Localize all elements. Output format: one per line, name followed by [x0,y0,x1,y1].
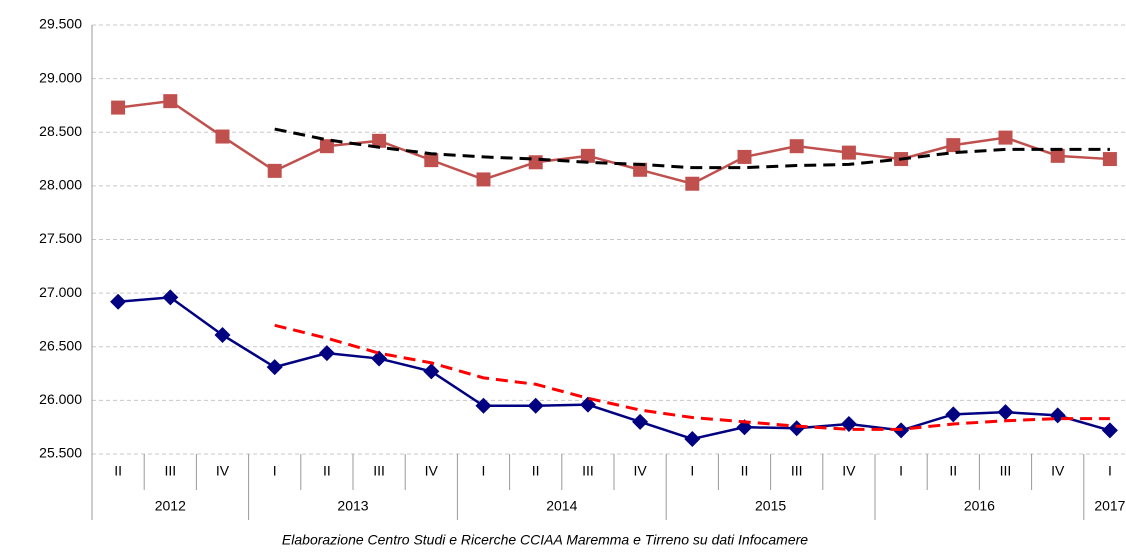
x-tick-label: IV [216,463,230,479]
marker [1050,148,1065,163]
x-tick-label: II [532,463,540,479]
y-tick-label: 29.500 [39,16,82,32]
x-tick-label: I [273,463,277,479]
y-tick-label: 29.000 [39,69,82,85]
marker [1101,422,1118,439]
x-tick-label: II [114,463,122,479]
marker [162,289,179,306]
y-tick-label: 28.000 [39,177,82,193]
marker [318,345,335,362]
x-tick-label: III [373,463,385,479]
year-label: 2017 [1094,498,1125,514]
x-tick-label: II [741,463,749,479]
marker [684,430,701,447]
year-label: 2013 [337,498,368,514]
marker [789,139,804,154]
marker [319,139,334,154]
marker [215,129,230,144]
y-tick-label: 25.500 [39,445,82,461]
x-tick-label: IV [633,463,647,479]
y-tick-label: 26.500 [39,337,82,353]
year-label: 2012 [155,498,186,514]
y-tick-label: 27.000 [39,284,82,300]
x-tick-label: III [164,463,176,479]
x-tick-label: IV [425,463,439,479]
y-tick-label: 26.000 [39,391,82,407]
x-tick-label: I [1108,463,1112,479]
marker [946,138,961,153]
marker [371,350,388,367]
x-tick-label: IV [842,463,856,479]
marker [788,420,805,437]
x-tick-label: I [690,463,694,479]
marker [632,413,649,430]
marker [997,404,1014,421]
marker [423,363,440,380]
marker [111,100,126,115]
marker [214,326,231,343]
marker [372,133,387,148]
caption: Elaborazione Centro Studi e Ricerche CCI… [282,532,808,548]
x-tick-label: II [949,463,957,479]
x-tick-label: I [899,463,903,479]
marker [633,162,648,177]
marker [110,293,127,310]
marker [1049,407,1066,424]
marker [737,149,752,164]
marker [998,130,1013,145]
marker [527,397,544,414]
marker [1102,152,1117,167]
y-tick-label: 27.500 [39,230,82,246]
x-tick-label: III [1000,463,1012,479]
year-label: 2014 [546,498,577,514]
marker [476,172,491,187]
marker [945,406,962,423]
year-label: 2016 [964,498,995,514]
series-line [117,99,1110,186]
marker [841,145,856,160]
x-tick-label: IV [1051,463,1065,479]
marker [475,397,492,414]
x-tick-label: III [791,463,803,479]
marker [163,94,178,109]
marker [424,153,439,168]
year-label: 2015 [755,498,786,514]
series-line [274,323,1110,431]
marker [267,163,282,178]
marker [266,359,283,376]
x-tick-label: III [582,463,594,479]
series-line [274,127,1110,170]
x-tick-label: II [323,463,331,479]
x-tick-label: I [482,463,486,479]
marker [685,176,700,191]
series-line [117,296,1111,441]
marker [580,148,595,163]
y-tick-label: 28.500 [39,123,82,139]
